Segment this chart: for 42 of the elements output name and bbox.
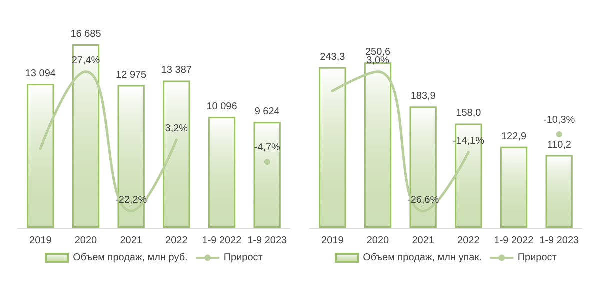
data-label: 122,9	[501, 131, 527, 142]
bar	[208, 116, 236, 228]
legend-label: Прирост	[224, 252, 264, 264]
x-tick-label: 2019	[30, 236, 52, 246]
bar	[27, 84, 54, 228]
x-tick-label: 2020	[366, 236, 390, 246]
data-label: 110,2	[547, 140, 572, 151]
data-label: 16 685	[70, 28, 102, 40]
data-label: 3,2%	[165, 123, 188, 134]
data-label: 9 624	[254, 106, 280, 118]
bar	[410, 106, 437, 228]
bar	[455, 124, 482, 228]
data-label: 243,3	[320, 52, 346, 63]
x-tick-label: 2020	[74, 236, 98, 246]
data-label: 13 094	[25, 68, 56, 80]
legend-label: Объем продаж, млн руб.	[73, 252, 188, 264]
x-tick-label: 2021	[120, 236, 143, 246]
bar	[254, 122, 281, 228]
legend-label: Прирост	[518, 252, 558, 264]
x-tick-label: 2022	[166, 236, 188, 246]
bar	[163, 80, 190, 228]
data-label: 13 387	[161, 65, 192, 76]
x-tick-label: 1-9 2023	[540, 236, 580, 246]
x-tick-label: 1-9 2022	[494, 236, 534, 246]
data-label: 10 096	[206, 101, 238, 112]
x-tick-label: 2019	[322, 236, 344, 246]
x-tick-label: 1-9 2022	[202, 236, 242, 246]
bar	[500, 146, 528, 228]
x-tick-label: 1-9 2023	[248, 236, 288, 246]
x-tick-label: 2022	[458, 236, 480, 246]
data-label: -26,6%	[407, 194, 440, 206]
bar	[118, 85, 145, 228]
data-label: 158,0	[456, 108, 482, 120]
data-label: -10,3%	[543, 114, 576, 126]
bar	[319, 67, 346, 228]
data-label: -22,2%	[115, 194, 148, 206]
bar	[546, 155, 573, 228]
data-label: 183,9	[410, 91, 436, 102]
data-label: 12 975	[116, 70, 148, 81]
legend-label: Объем продаж, млн упак.	[363, 252, 482, 264]
bar	[72, 44, 100, 228]
x-tick-label: 2021	[412, 236, 435, 246]
